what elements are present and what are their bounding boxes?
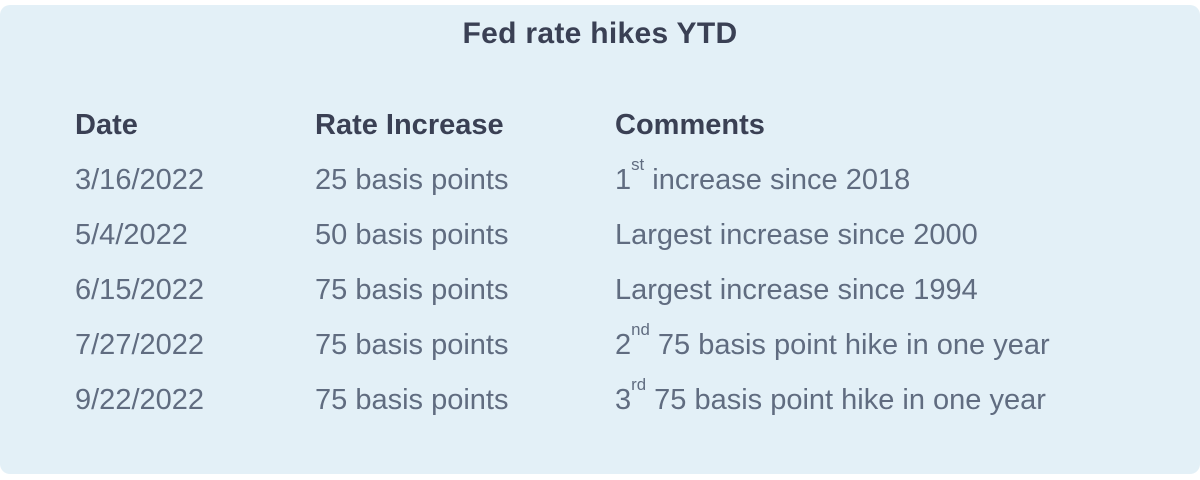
cell-rate: 25 basis points	[315, 164, 509, 196]
comment-ordinal-number: 2	[615, 329, 632, 361]
cell-date: 3/16/2022	[75, 164, 205, 196]
ordinal-superscript: nd	[631, 320, 650, 340]
comment-text: increase since 2018	[644, 164, 911, 196]
cell-date: 6/15/2022	[75, 274, 205, 306]
table-title: Fed rate hikes YTD	[462, 17, 738, 50]
cell-date: 7/27/2022	[75, 329, 205, 361]
comment-text: Largest increase since 2000	[615, 219, 978, 251]
cell-rate: 75 basis points	[315, 329, 509, 361]
fed-rate-hikes-panel: Fed rate hikes YTD Date Rate Increase Co…	[0, 5, 1200, 474]
cell-date: 5/4/2022	[75, 219, 188, 251]
header-cell-date: Date	[75, 109, 138, 141]
ordinal-superscript: st	[631, 155, 645, 175]
rates-table: Date Rate Increase Comments 3/16/2022 25…	[75, 98, 1200, 428]
comment-text: Largest increase since 1994	[615, 274, 978, 306]
header-cell-rate-increase: Rate Increase	[315, 109, 504, 141]
cell-rate: 50 basis points	[315, 219, 509, 251]
cell-comment: Largest increase since 2000	[615, 219, 1200, 252]
cell-comment: 1st increase since 2018	[615, 156, 1200, 197]
cell-comment: Largest increase since 1994	[615, 274, 1200, 307]
comment-ordinal-number: 1	[615, 164, 632, 196]
comment-ordinal-number: 3	[615, 384, 632, 416]
header-cell-comments: Comments	[615, 109, 765, 141]
cell-comment: 3rd 75 basis point hike in one year	[615, 376, 1200, 417]
ordinal-superscript: rd	[631, 375, 647, 395]
cell-date: 9/22/2022	[75, 384, 205, 416]
cell-rate: 75 basis points	[315, 274, 509, 306]
cell-rate: 75 basis points	[315, 384, 509, 416]
comment-text: 75 basis point hike in one year	[646, 384, 1046, 416]
cell-comment: 2nd 75 basis point hike in one year	[615, 321, 1200, 362]
comment-text: 75 basis point hike in one year	[649, 329, 1050, 361]
